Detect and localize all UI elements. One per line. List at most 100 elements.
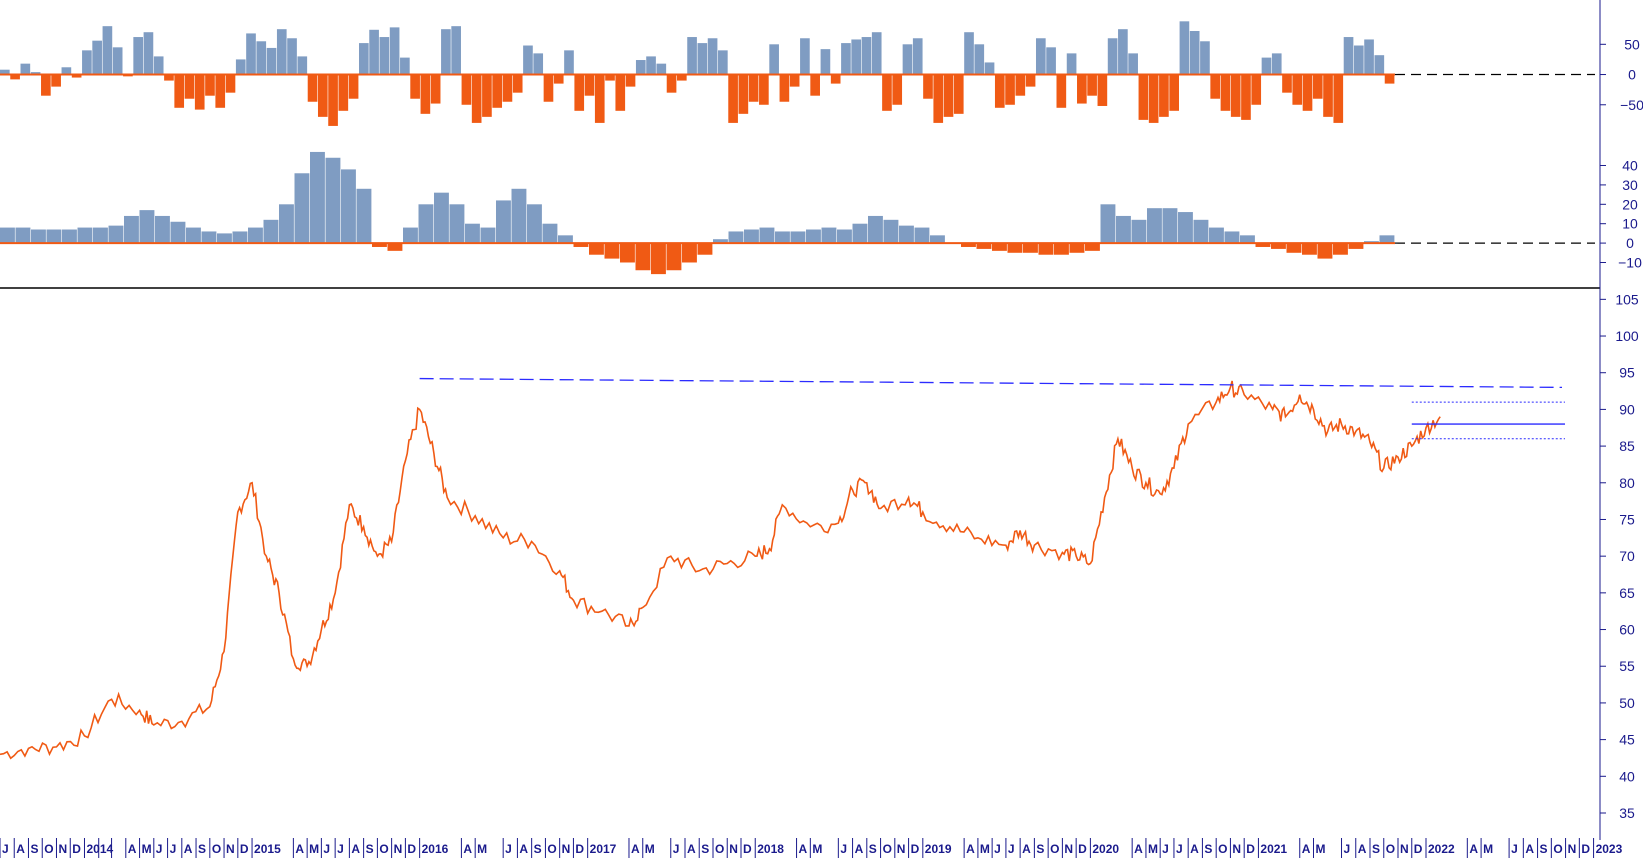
middle-bar bbox=[62, 229, 77, 244]
upper-bar bbox=[225, 74, 236, 93]
middle-bar bbox=[883, 219, 899, 244]
time-month-label: A bbox=[966, 842, 975, 856]
time-month-label: J bbox=[337, 842, 344, 856]
upper-bar bbox=[153, 56, 164, 75]
upper-y-tick-label: 0 bbox=[1628, 67, 1636, 83]
middle-bar bbox=[821, 227, 837, 244]
middle-y-tick-label: 40 bbox=[1622, 158, 1638, 174]
time-month-label: S bbox=[1540, 842, 1548, 856]
middle-bar bbox=[511, 188, 527, 244]
price-y-tick-label: 105 bbox=[1615, 291, 1639, 307]
upper-bar bbox=[328, 74, 338, 126]
time-month-label: O bbox=[44, 842, 53, 856]
time-month-label: O bbox=[1218, 842, 1227, 856]
time-month-label: O bbox=[379, 842, 388, 856]
time-month-label: J bbox=[840, 842, 847, 856]
middle-bar bbox=[263, 219, 279, 244]
time-month-label: A bbox=[1525, 842, 1534, 856]
time-month-label: A bbox=[799, 842, 808, 856]
middle-bar bbox=[1038, 243, 1054, 255]
middle-bar bbox=[232, 231, 248, 244]
time-month-label: A bbox=[855, 842, 864, 856]
upper-bar bbox=[359, 43, 369, 75]
price-panel bbox=[0, 377, 1565, 760]
middle-bar bbox=[46, 229, 62, 244]
middle-bar bbox=[1333, 243, 1348, 255]
middle-bar bbox=[1178, 212, 1193, 244]
upper-bar bbox=[266, 47, 277, 75]
upper-bar bbox=[1189, 31, 1200, 75]
middle-bar bbox=[248, 227, 263, 244]
upper-bar bbox=[1302, 74, 1313, 111]
upper-bar bbox=[471, 74, 482, 123]
upper-bar bbox=[502, 74, 513, 102]
time-year-label: 2016 bbox=[422, 842, 449, 856]
middle-bar bbox=[201, 231, 217, 244]
middle-bar bbox=[1302, 243, 1317, 255]
upper-oscillator-panel bbox=[0, 21, 1595, 126]
middle-bar bbox=[170, 221, 186, 244]
middle-bar bbox=[15, 227, 31, 244]
middle-bar bbox=[387, 243, 403, 251]
upper-bar bbox=[1343, 37, 1354, 75]
middle-bar bbox=[1317, 243, 1333, 259]
time-month-label: D bbox=[240, 842, 249, 856]
price-y-tick-label: 35 bbox=[1619, 805, 1635, 821]
time-month-label: A bbox=[1022, 842, 1031, 856]
time-month-label: O bbox=[715, 842, 724, 856]
upper-bar bbox=[297, 56, 308, 75]
time-month-label: S bbox=[1036, 842, 1044, 856]
time-month-label: D bbox=[407, 842, 416, 856]
middle-bar bbox=[0, 227, 15, 244]
upper-bar bbox=[164, 74, 174, 81]
upper-bar bbox=[30, 72, 41, 75]
upper-bar bbox=[1025, 74, 1036, 87]
middle-bar bbox=[108, 225, 124, 244]
time-month-label: A bbox=[463, 842, 472, 856]
time-month-label: M bbox=[980, 842, 990, 856]
middle-bar bbox=[837, 229, 852, 244]
upper-bar bbox=[1210, 74, 1221, 99]
time-month-label: J bbox=[1162, 842, 1169, 856]
time-month-label: M bbox=[645, 842, 655, 856]
upper-bar bbox=[892, 74, 903, 105]
middle-bar bbox=[992, 243, 1007, 251]
time-month-label: D bbox=[72, 842, 81, 856]
time-year-label: 2018 bbox=[757, 842, 784, 856]
upper-bar bbox=[317, 74, 328, 117]
middle-bar bbox=[434, 192, 449, 244]
upper-bar bbox=[492, 74, 503, 108]
upper-bar bbox=[1097, 74, 1108, 106]
time-month-label: D bbox=[1414, 842, 1423, 856]
upper-bar bbox=[1179, 21, 1190, 75]
upper-bar bbox=[1046, 47, 1056, 75]
time-month-label: M bbox=[812, 842, 822, 856]
middle-bar bbox=[697, 243, 713, 255]
time-month-label: A bbox=[184, 842, 193, 856]
upper-bar bbox=[338, 74, 349, 111]
middle-bar bbox=[961, 243, 976, 247]
middle-bar bbox=[325, 157, 341, 244]
upper-bar bbox=[697, 43, 708, 75]
upper-bar bbox=[235, 59, 246, 75]
middle-bar bbox=[604, 243, 620, 259]
middle-bar bbox=[124, 215, 139, 244]
upper-bar bbox=[276, 29, 287, 75]
middle-bar bbox=[418, 204, 434, 244]
upper-bar bbox=[287, 38, 297, 75]
upper-bar bbox=[410, 74, 420, 99]
time-month-label: A bbox=[16, 842, 25, 856]
upper-bar bbox=[964, 32, 974, 75]
middle-bar bbox=[542, 223, 558, 244]
upper-bar bbox=[194, 74, 205, 110]
upper-bar bbox=[851, 39, 862, 75]
upper-bar bbox=[400, 57, 410, 75]
upper-bar bbox=[143, 32, 154, 75]
middle-bar bbox=[976, 243, 992, 249]
time-month-label: N bbox=[226, 842, 235, 856]
middle-bar bbox=[899, 225, 914, 244]
upper-bar bbox=[1312, 74, 1323, 99]
price-y-tick-label: 100 bbox=[1615, 328, 1639, 344]
upper-bar bbox=[51, 74, 61, 87]
